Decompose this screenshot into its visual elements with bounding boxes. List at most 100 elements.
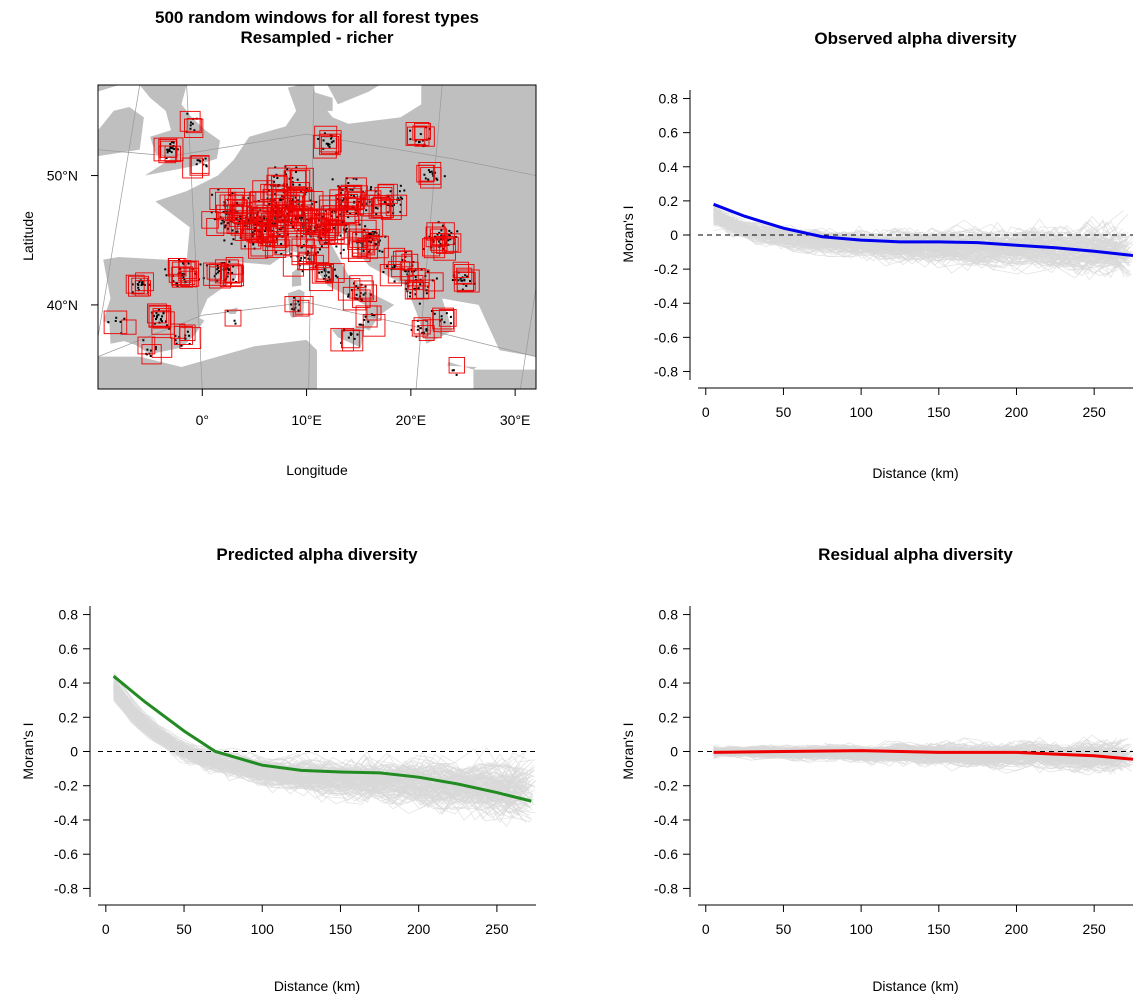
plot-dot (319, 237, 322, 240)
plot-dot (239, 217, 242, 220)
plot-dot (414, 293, 417, 296)
plot-dot (344, 229, 347, 232)
y-tick-label: -0.4 (654, 295, 678, 311)
y-tick-label: -0.6 (54, 846, 78, 862)
plot-dot (293, 308, 296, 311)
sample-window (178, 261, 197, 280)
sample-window (320, 136, 340, 155)
plot-dot (286, 218, 289, 221)
plot-dot (374, 206, 377, 209)
plot-dot (294, 196, 297, 199)
plot-dot (301, 235, 304, 238)
sample-window (414, 122, 431, 140)
sample-window (131, 277, 149, 295)
y-tick-label: 0.8 (659, 607, 679, 623)
y-tick-label: -0.6 (654, 846, 678, 862)
plot-dot (254, 227, 257, 230)
plot-dot (436, 233, 439, 236)
plot-dot (193, 129, 196, 132)
plot-dot (433, 312, 436, 315)
plot-dot (303, 213, 306, 216)
plot-dot (172, 280, 175, 283)
plot-dot (341, 199, 344, 202)
plot-dot (204, 157, 207, 160)
plot-dot (347, 182, 350, 185)
plot-dot (372, 232, 375, 235)
plot-dot (358, 223, 361, 226)
sample-window (319, 130, 342, 153)
plot-dot (170, 140, 173, 143)
sample-window (125, 274, 145, 294)
replicate-curve (713, 224, 1112, 260)
plot-dot (305, 187, 308, 190)
plot-dot (223, 201, 226, 204)
plot-dot (154, 346, 157, 349)
plot-dot (327, 144, 330, 147)
sample-window (338, 186, 362, 210)
plot-dot (440, 318, 443, 321)
plot-dot (437, 221, 440, 224)
plot-dot (407, 270, 410, 273)
plot-dot (221, 219, 224, 222)
sample-window (433, 238, 456, 261)
plot-dot (187, 262, 190, 265)
plot-dot (349, 333, 352, 336)
plot-dot (280, 253, 283, 256)
sample-window (391, 255, 413, 278)
plot-dot (314, 266, 317, 269)
plot-dot (306, 253, 309, 256)
plot-dot (330, 137, 333, 140)
plot-dot (451, 369, 454, 372)
plot-dot (442, 247, 445, 250)
plot-dot (339, 203, 342, 206)
plot-dot (358, 323, 361, 326)
x-tick-label: 250 (485, 921, 509, 937)
plot-dot (160, 320, 163, 323)
plot-dot (419, 283, 422, 286)
plot-dot (274, 166, 277, 169)
plot-dot (315, 201, 318, 204)
sample-window (337, 278, 361, 301)
plot-dot (368, 200, 371, 203)
plot-dot (362, 293, 365, 296)
plot-dot (365, 209, 368, 212)
replicate-curve (113, 685, 512, 822)
plot-dot (264, 229, 267, 232)
plot-dot (291, 176, 294, 179)
plot-dot (288, 200, 291, 203)
plot-dot (338, 186, 341, 189)
sample-window (412, 125, 428, 141)
plot-dot (274, 217, 277, 220)
plot-dot (231, 229, 234, 232)
plot-dot (136, 282, 139, 285)
plot-dot (131, 283, 134, 286)
plot-dot (266, 181, 269, 184)
observed-title: Observed alpha diversity (814, 29, 1017, 48)
sample-window (284, 296, 301, 313)
y-tick-label: -0.8 (654, 363, 678, 379)
x-tick-label: 0 (702, 921, 710, 937)
plot-dot (445, 241, 448, 244)
plot-dot (391, 266, 394, 269)
plot-dot (352, 206, 355, 209)
plot-dot (174, 334, 177, 337)
plot-dot (364, 315, 367, 318)
plot-dot (308, 225, 311, 228)
plot-dot (356, 297, 359, 300)
sample-window (227, 188, 245, 206)
x-tick-label: 50 (776, 404, 792, 420)
sample-window (275, 190, 297, 212)
plot-dot (435, 277, 438, 280)
y-tick-label: 0 (670, 744, 678, 760)
plot-dot (234, 322, 237, 325)
crete-shape (447, 361, 477, 370)
plot-dot (249, 216, 252, 219)
plot-dot (461, 288, 464, 291)
plot-dot (227, 271, 230, 274)
plot-dot (214, 272, 217, 275)
plot-dot (188, 342, 191, 345)
y-tick-label: 0 (670, 227, 678, 243)
plot-dot (456, 230, 459, 233)
plot-dot (306, 250, 309, 253)
